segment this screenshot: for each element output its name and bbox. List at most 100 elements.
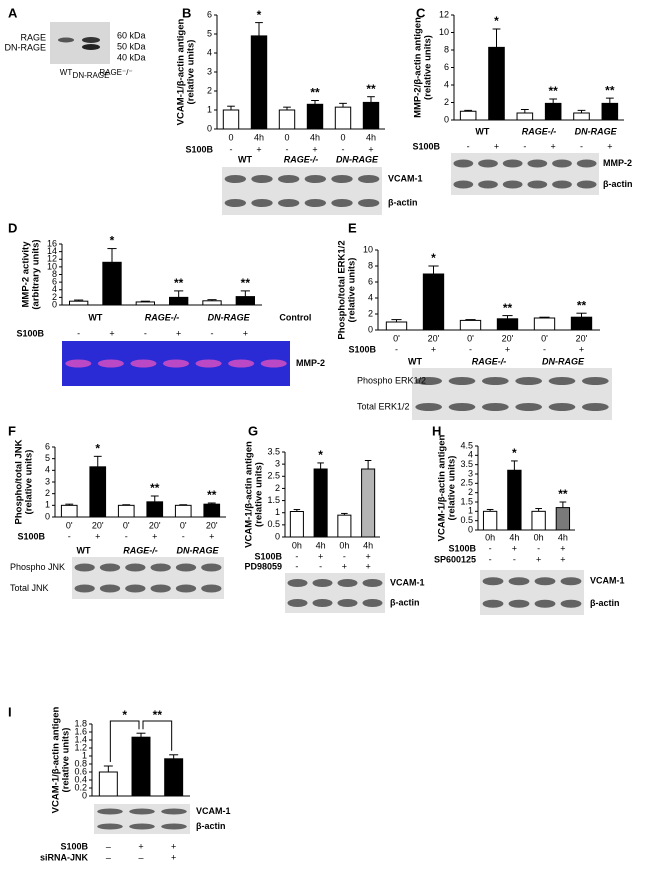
row-value: - xyxy=(469,344,472,354)
bar xyxy=(102,261,122,306)
band xyxy=(358,175,380,183)
band xyxy=(312,599,333,607)
y-tick-label: 3 xyxy=(207,66,212,76)
x-tick-label: 20' xyxy=(149,520,161,530)
panel-letter: A xyxy=(8,5,18,20)
y-tick-label: 8 xyxy=(52,269,57,279)
bar xyxy=(459,319,482,331)
x-tick-label: 4h xyxy=(558,532,568,542)
row-value: + xyxy=(431,344,436,354)
bar xyxy=(573,112,590,121)
band xyxy=(99,563,121,572)
panel-letter: F xyxy=(8,423,16,438)
group-label: WT xyxy=(408,356,422,366)
band xyxy=(228,359,255,368)
y-tick-label: 1 xyxy=(468,506,473,516)
panel-letter: B xyxy=(182,5,191,20)
band xyxy=(97,359,124,368)
x-tick-label: 20' xyxy=(428,333,440,343)
blot-label: β-actin xyxy=(388,197,418,207)
row-value: + xyxy=(109,328,114,338)
significance: * xyxy=(122,708,127,722)
y-tick-label: 0 xyxy=(52,299,57,309)
y-tick-label: 1 xyxy=(207,104,212,114)
group-label: RAGE-/- xyxy=(123,545,158,555)
y-tick-label: 2 xyxy=(45,488,50,498)
band xyxy=(97,823,123,830)
row-value: - xyxy=(343,551,346,561)
band xyxy=(415,377,442,385)
bar xyxy=(459,110,477,121)
band xyxy=(99,584,121,593)
significance: * xyxy=(95,442,100,456)
row-value: + xyxy=(95,531,100,541)
band xyxy=(125,584,146,593)
bar xyxy=(570,316,593,331)
x-tick-label: 0h xyxy=(485,532,495,542)
band xyxy=(478,180,498,189)
y-tick-label: 0.5 xyxy=(267,519,280,529)
y-tick-label: 3 xyxy=(45,476,50,486)
band xyxy=(82,44,100,50)
group-label: WT xyxy=(88,312,102,322)
y-axis-label: (relative units) xyxy=(24,450,35,515)
bar xyxy=(422,273,445,331)
y-tick-label: 0 xyxy=(368,324,373,334)
y-tick-label: 1.5 xyxy=(267,495,280,505)
row-value: + xyxy=(368,144,373,154)
bar xyxy=(60,504,78,518)
blot xyxy=(285,573,385,613)
y-axis-label: (relative units) xyxy=(423,35,434,100)
y-tick-label: 16 xyxy=(47,238,57,248)
band xyxy=(552,159,572,168)
blot-label: Total JNK xyxy=(10,583,49,593)
significance: * xyxy=(110,234,115,248)
group-label: DN-RAGE xyxy=(336,154,379,164)
band xyxy=(515,377,543,385)
group-label: RAGE-/- xyxy=(522,126,557,136)
y-tick-label: 14 xyxy=(47,246,57,256)
x-tick-label: 0h xyxy=(292,540,302,550)
row-value: – xyxy=(106,852,111,862)
y-tick-label: 2 xyxy=(468,487,473,497)
significance: ** xyxy=(174,276,184,290)
y-tick-label: 3 xyxy=(468,468,473,478)
significance: ** xyxy=(150,481,160,495)
row-label: S100B xyxy=(60,841,88,851)
y-axis-label: (arbitrary units) xyxy=(31,239,42,309)
y-tick-label: 4 xyxy=(52,284,57,294)
significance: ** xyxy=(207,488,217,502)
band xyxy=(201,563,222,572)
bar xyxy=(334,106,352,130)
band xyxy=(251,175,273,183)
lane-label: DN-RAGE xyxy=(73,71,110,80)
blot-label: VCAM-1 xyxy=(590,576,625,586)
row-value: - xyxy=(395,344,398,354)
band xyxy=(162,359,190,368)
bar xyxy=(202,300,222,306)
blot xyxy=(480,570,584,615)
band xyxy=(97,808,123,815)
y-axis-label: (relative units) xyxy=(186,40,197,105)
row-value: + xyxy=(551,141,556,151)
group-label: WT xyxy=(238,154,252,164)
band xyxy=(552,180,572,189)
band xyxy=(453,159,474,168)
row-label: S100B xyxy=(448,543,476,553)
bar xyxy=(507,469,522,531)
bar xyxy=(361,468,376,538)
row-value: + xyxy=(171,852,176,862)
bar xyxy=(531,510,546,531)
y-axis-label: (relative units) xyxy=(254,462,265,527)
bar xyxy=(289,511,304,538)
band xyxy=(548,403,576,411)
x-tick-label: 0' xyxy=(467,333,474,343)
band xyxy=(527,159,548,168)
row-label: S100B xyxy=(348,344,376,354)
y-tick-label: 4 xyxy=(468,450,473,460)
bar xyxy=(131,736,151,797)
band xyxy=(337,599,358,607)
bar xyxy=(488,46,505,121)
band xyxy=(482,377,509,385)
bar xyxy=(222,109,240,130)
